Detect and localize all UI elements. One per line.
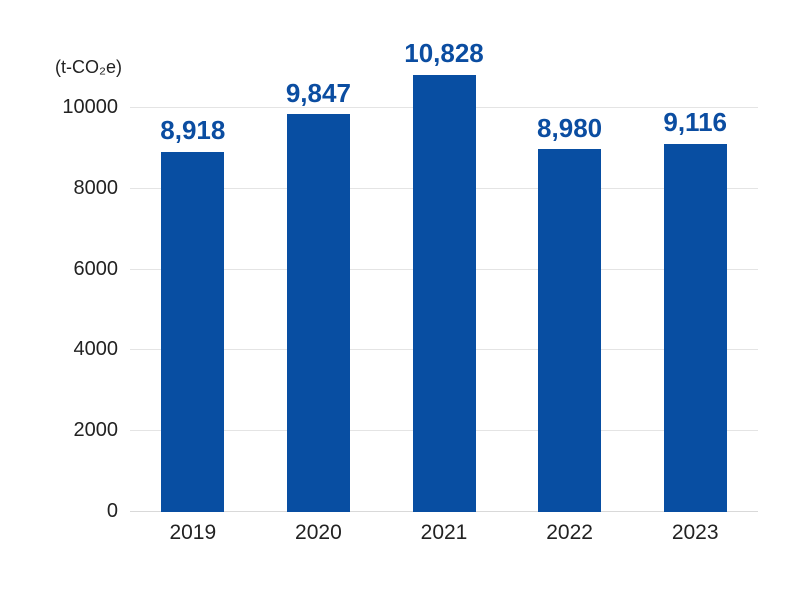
x-tick-label-2019: 2019	[169, 521, 217, 544]
y-tick-label-8000: 8000	[73, 176, 119, 199]
bar-value-label-2021: 10,828	[404, 38, 484, 69]
bar-value-label-2020: 9,847	[285, 77, 351, 108]
y-tick-label-6000: 6000	[73, 257, 119, 280]
x-tick-label-2022: 2022	[546, 521, 593, 544]
x-tick-label-2021: 2021	[420, 521, 468, 544]
x-tick-label-2023: 2023	[671, 521, 719, 544]
y-tick-label-10000: 10000	[62, 96, 118, 118]
y-tick-label-0: 0	[106, 500, 118, 522]
bar-value-label-2022: 8,980	[537, 112, 603, 143]
bar-value-label-2023: 9,116	[663, 107, 727, 138]
bar-value-label-2019: 8,918	[160, 115, 226, 146]
x-tick-label-2020: 2020	[295, 521, 342, 544]
bar-2020	[286, 114, 350, 512]
bar-2021	[412, 74, 476, 512]
bar-2023	[663, 143, 727, 512]
y-tick-label-2000: 2000	[73, 419, 119, 442]
bar-2019	[161, 151, 225, 512]
bar-2022	[538, 149, 602, 512]
unit-label: (t-CO₂e)	[55, 57, 122, 77]
plot-area: 8,918 9,847 10,828 8,980 9,116	[130, 0, 758, 512]
y-tick-label-4000: 4000	[73, 338, 119, 361]
